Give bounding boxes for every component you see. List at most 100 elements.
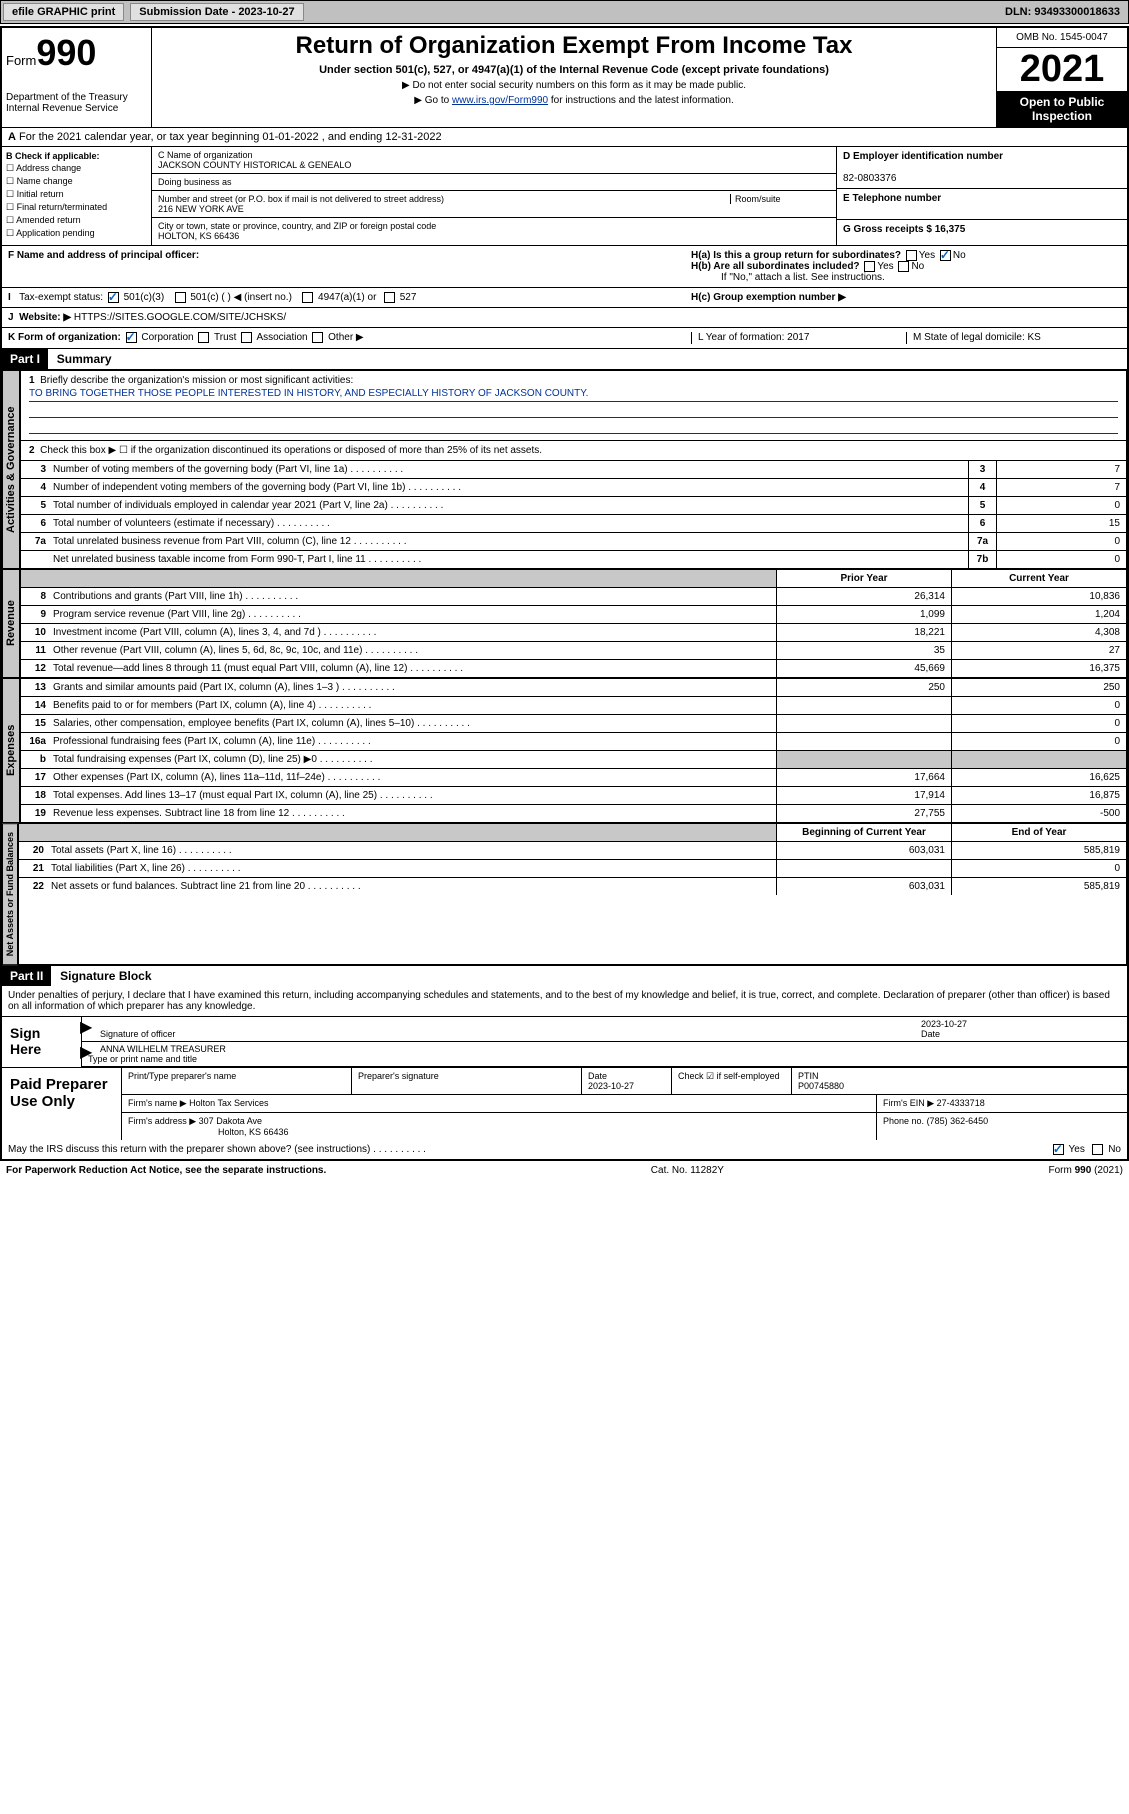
- line-12: 12Total revenue—add lines 8 through 11 (…: [21, 660, 1126, 677]
- sign-here-label: Sign Here: [2, 1017, 82, 1067]
- line-7a: 7aTotal unrelated business revenue from …: [21, 533, 1126, 551]
- ha-row: H(a) Is this a group return for subordin…: [691, 250, 1121, 261]
- line-8: 8Contributions and grants (Part VIII, li…: [21, 588, 1126, 606]
- col-b-checkboxes: B Check if applicable: ☐ Address change …: [2, 147, 152, 245]
- chk-app-pending[interactable]: ☐ Application pending: [6, 228, 147, 239]
- net-body: Beginning of Current Year End of Year 20…: [18, 823, 1127, 965]
- firm-name: Firm's name ▶ Holton Tax Services: [122, 1095, 877, 1112]
- k-left: K Form of organization: Corporation Trus…: [8, 332, 691, 343]
- chk-amended[interactable]: ☐ Amended return: [6, 215, 147, 226]
- chk-initial-return[interactable]: ☐ Initial return: [6, 189, 147, 200]
- name-title-line: ▶ ANNA WILHELM TREASURERType or print na…: [82, 1042, 1127, 1067]
- i-527[interactable]: [384, 292, 395, 303]
- chk-final-return[interactable]: ☐ Final return/terminated: [6, 202, 147, 213]
- k-trust[interactable]: [198, 332, 209, 343]
- tel-lbl: E Telephone number: [843, 193, 941, 204]
- part1-hdr: Part I: [2, 349, 48, 369]
- line1-blank1: [29, 404, 1118, 418]
- hb-row: H(b) Are all subordinates included? Yes …: [691, 261, 1121, 272]
- line-15: 15Salaries, other compensation, employee…: [21, 715, 1126, 733]
- page-footer: For Paperwork Reduction Act Notice, see …: [0, 1161, 1129, 1180]
- beg-year-hdr: Beginning of Current Year: [776, 824, 951, 841]
- prep-name-lbl: Print/Type preparer's name: [122, 1068, 352, 1094]
- net-hdr-blank: [19, 824, 776, 841]
- dln-label: DLN: 93493300018633: [1005, 6, 1126, 18]
- line1-val: TO BRING TOGETHER THOSE PEOPLE INTERESTE…: [29, 388, 1118, 402]
- submission-button[interactable]: Submission Date - 2023-10-27: [130, 3, 303, 21]
- line-3: 3Number of voting members of the governi…: [21, 461, 1126, 479]
- tel-cell: E Telephone number: [837, 189, 1127, 220]
- gov-body: 1 Briefly describe the organization's mi…: [20, 370, 1127, 569]
- line-22: 22Net assets or fund balances. Subtract …: [19, 878, 1126, 895]
- line-19: 19Revenue less expenses. Subtract line 1…: [21, 805, 1126, 822]
- discuss-no[interactable]: [1092, 1144, 1103, 1155]
- header-right: OMB No. 1545-0047 2021 Open to Public In…: [997, 28, 1127, 127]
- i-501c[interactable]: [175, 292, 186, 303]
- header-mid: Return of Organization Exempt From Incom…: [152, 28, 997, 127]
- city-lbl: City or town, state or province, country…: [158, 221, 830, 231]
- addr-lbl: Number and street (or P.O. box if mail i…: [158, 194, 730, 204]
- i-lbl: Tax-exempt status:: [19, 292, 103, 303]
- paid-preparer-row: Paid Preparer Use Only Print/Type prepar…: [2, 1067, 1127, 1140]
- tab-governance: Activities & Governance: [2, 370, 20, 569]
- addr-cell: Number and street (or P.O. box if mail i…: [152, 191, 836, 218]
- sign-fields: ▶ Signature of officer 2023-10-27Date ▶ …: [82, 1017, 1127, 1067]
- i-501c3[interactable]: [108, 292, 119, 303]
- omb-label: OMB No. 1545-0047: [997, 28, 1127, 48]
- h-group: H(a) Is this a group return for subordin…: [691, 250, 1121, 283]
- form-title: Return of Organization Exempt From Incom…: [156, 32, 992, 60]
- prep-grid: Print/Type preparer's name Preparer's si…: [122, 1068, 1127, 1140]
- line-18: 18Total expenses. Add lines 13–17 (must …: [21, 787, 1126, 805]
- part1-gov: Activities & Governance 1 Briefly descri…: [2, 370, 1127, 569]
- dba-cell: Doing business as: [152, 174, 836, 191]
- prior-year-hdr: Prior Year: [776, 570, 951, 587]
- k-assoc[interactable]: [241, 332, 252, 343]
- i-4947[interactable]: [302, 292, 313, 303]
- prep-check: Check ☑ if self-employed: [672, 1068, 792, 1094]
- line-20: 20Total assets (Part X, line 16) 603,031…: [19, 842, 1126, 860]
- tab-net-assets: Net Assets or Fund Balances: [2, 823, 18, 965]
- firm-phone: Phone no. (785) 362-6450: [877, 1113, 1127, 1140]
- ha-no[interactable]: [940, 250, 951, 261]
- part1-net: Net Assets or Fund Balances Beginning of…: [2, 823, 1127, 965]
- footer-left: For Paperwork Reduction Act Notice, see …: [6, 1165, 326, 1176]
- hb-note: If "No," attach a list. See instructions…: [691, 272, 1121, 283]
- line-14: 14Benefits paid to or for members (Part …: [21, 697, 1126, 715]
- k-corp[interactable]: [126, 332, 137, 343]
- hb-no[interactable]: [898, 261, 909, 272]
- chk-name-change[interactable]: ☐ Name change: [6, 176, 147, 187]
- part1-header: Part I Summary: [2, 349, 1127, 370]
- col-b-title: B Check if applicable:: [6, 151, 100, 161]
- row-f: F Name and address of principal officer:…: [2, 246, 1127, 288]
- part2-title: Signature Block: [54, 966, 157, 986]
- line1-lbl: Briefly describe the organization's miss…: [40, 375, 353, 386]
- col-d-right: D Employer identification number 82-0803…: [837, 147, 1127, 245]
- k-right: L Year of formation: 2017 M State of leg…: [691, 332, 1121, 343]
- note2-post: for instructions and the latest informat…: [548, 95, 734, 106]
- discuss-yes[interactable]: [1053, 1144, 1064, 1155]
- line-4: 4Number of independent voting members of…: [21, 479, 1126, 497]
- ha-yes[interactable]: [906, 250, 917, 261]
- part1-rev: Revenue Prior Year Current Year 8Contrib…: [2, 569, 1127, 678]
- rev-body: Prior Year Current Year 8Contributions a…: [20, 569, 1127, 678]
- footer-mid: Cat. No. 11282Y: [651, 1165, 724, 1176]
- hc-row: H(c) Group exemption number ▶: [691, 292, 1121, 303]
- form-note1: ▶ Do not enter social security numbers o…: [156, 80, 992, 91]
- city-cell: City or town, state or province, country…: [152, 218, 836, 244]
- prep-r3: Firm's address ▶ 307 Dakota AveHolton, K…: [122, 1113, 1127, 1140]
- efile-button[interactable]: efile GRAPHIC print: [3, 3, 124, 21]
- k-other[interactable]: [312, 332, 323, 343]
- row-k: K Form of organization: Corporation Trus…: [2, 328, 1127, 348]
- line-6: 6Total number of volunteers (estimate if…: [21, 515, 1126, 533]
- inspection-label: Open to Public Inspection: [997, 91, 1127, 127]
- row-j: J Website: ▶ HTTPS://SITES.GOOGLE.COM/SI…: [2, 308, 1127, 328]
- exp-body: 13Grants and similar amounts paid (Part …: [20, 678, 1127, 823]
- chk-address-change[interactable]: ☐ Address change: [6, 163, 147, 174]
- irs-link[interactable]: www.irs.gov/Form990: [452, 95, 548, 106]
- row-a-taxyear: A For the 2021 calendar year, or tax yea…: [2, 128, 1127, 147]
- row-i: I Tax-exempt status: 501(c)(3) 501(c) ( …: [2, 288, 1127, 308]
- f-label: F Name and address of principal officer:: [8, 250, 691, 283]
- hb-yes[interactable]: [864, 261, 875, 272]
- org-name-cell: C Name of organization JACKSON COUNTY HI…: [152, 147, 836, 174]
- gross-cell: G Gross receipts $ 16,375: [837, 220, 1127, 239]
